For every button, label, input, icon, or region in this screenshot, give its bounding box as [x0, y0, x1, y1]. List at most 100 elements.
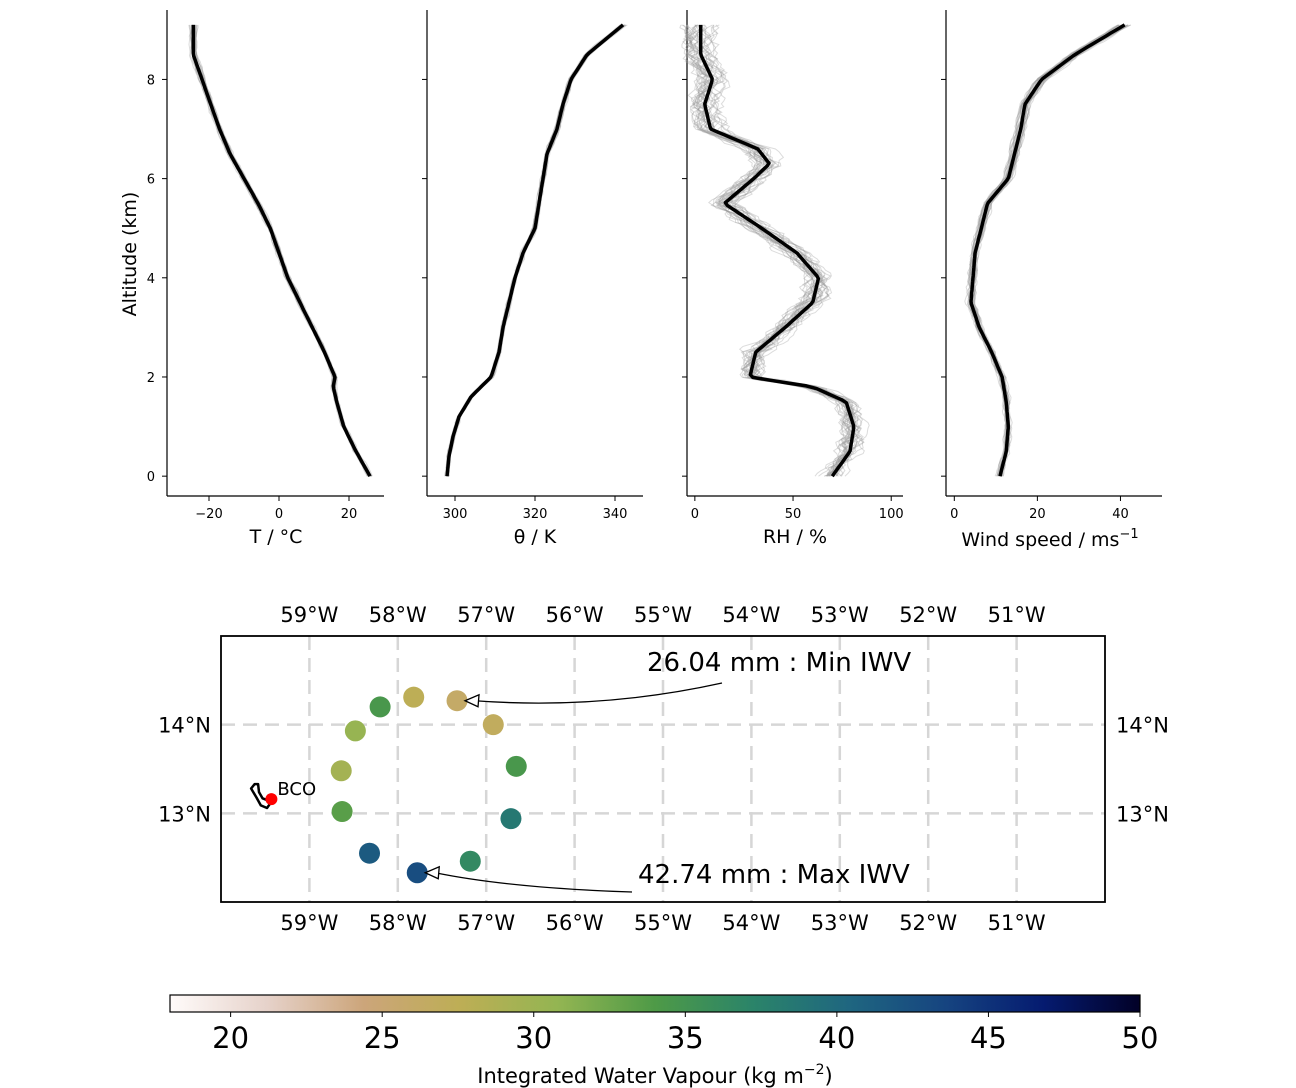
- ensemble-profile: [446, 24, 621, 477]
- ensemble-profile: [193, 24, 373, 477]
- lon-label-bottom: 53°W: [811, 911, 869, 935]
- ensemble-profile: [694, 24, 859, 477]
- ensemble-profile: [692, 24, 862, 477]
- panel-map: 59°W 59°W 58°W 58°W 57°W 57°W 56°W 56°W 55°W 55°W…: [158, 603, 1169, 935]
- colorbar-tick-label: 25: [364, 1021, 401, 1055]
- arrow-head: [423, 865, 440, 880]
- ensemble-profile: [447, 24, 628, 477]
- ensemble-profile: [446, 24, 624, 477]
- ensemble-profile: [445, 24, 625, 477]
- panel-wind-speed: Wind speed / ms−1 0 20 40: [941, 10, 1162, 551]
- annotation-arrow: [435, 872, 633, 893]
- iwv-point: [459, 850, 481, 872]
- ensemble-profile: [968, 24, 1120, 477]
- iwv-point: [482, 714, 504, 736]
- ensemble-profile: [681, 24, 854, 477]
- colorbar-tick-label: 30: [515, 1021, 552, 1055]
- lon-label-top: 54°W: [722, 603, 780, 627]
- iwv-point: [344, 720, 366, 742]
- ensemble-profile: [193, 24, 373, 477]
- x-tick-label: 0: [275, 507, 283, 522]
- ensemble-profile: [689, 24, 860, 477]
- ensemble-profile: [447, 24, 626, 477]
- lon-label-bottom: 54°W: [722, 911, 780, 935]
- ensemble-profile: [682, 24, 850, 477]
- map-frame: [220, 635, 1106, 903]
- lat-label-left: 14°N: [158, 714, 211, 738]
- x-tick-label: 0: [691, 507, 699, 522]
- ensemble-profile: [190, 24, 372, 477]
- x-tick-label: 320: [523, 507, 548, 522]
- ensemble-profile: [447, 24, 623, 477]
- ensemble-profile: [191, 24, 372, 477]
- lon-label-bottom: 59°W: [280, 911, 338, 935]
- ensemble-profile: [679, 24, 852, 477]
- ensemble-profile: [699, 24, 865, 477]
- ensemble-profile: [192, 24, 372, 477]
- ensemble-profile: [447, 24, 621, 477]
- lon-label-top: 53°W: [811, 603, 869, 627]
- x-tick-label: 300: [443, 507, 468, 522]
- mean-profile: [445, 23, 625, 477]
- lon-label-bottom: 51°W: [988, 911, 1046, 935]
- ensemble-profile: [192, 24, 372, 477]
- ensemble-profile: [973, 24, 1132, 477]
- annotation-text: 26.04 mm : Min IWV: [647, 648, 911, 678]
- ensemble-profile: [970, 24, 1126, 477]
- ensemble-profile: [969, 24, 1126, 477]
- ensemble-profile: [445, 24, 623, 477]
- y-tick-label: 0: [147, 470, 155, 485]
- y-tick-label: 8: [147, 73, 155, 88]
- ensemble-profile: [969, 24, 1128, 477]
- iwv-point: [330, 760, 352, 782]
- y-axis-label: Altitude (km): [119, 192, 141, 317]
- lat-label-left: 13°N: [158, 802, 211, 826]
- ensemble-profile: [193, 24, 373, 477]
- ensemble-profile: [970, 24, 1122, 477]
- ensemble-profile: [447, 24, 623, 477]
- ensemble-profile: [967, 24, 1126, 477]
- x-tick-label: 20: [341, 507, 358, 522]
- iwv-point: [369, 696, 391, 718]
- iwv-point: [500, 808, 522, 830]
- ensemble-profile: [445, 24, 626, 477]
- ensemble-profile: [971, 24, 1125, 477]
- ensemble-profile: [446, 24, 627, 477]
- colorbar-bar: [169, 994, 1141, 1013]
- ensemble-profile: [447, 24, 624, 477]
- ensemble-profile: [446, 24, 622, 477]
- x-axis-label: T / °C: [249, 526, 303, 548]
- ensemble-profile: [447, 24, 623, 477]
- ensemble-profile: [447, 24, 626, 477]
- y-tick-label: 4: [147, 272, 155, 287]
- ensemble-profile: [194, 24, 371, 477]
- annotation-text: 42.74 mm : Max IWV: [638, 860, 910, 890]
- ensemble-profile: [973, 24, 1128, 477]
- lon-label-top: 59°W: [280, 603, 338, 627]
- mean-profile: [969, 23, 1126, 477]
- ensemble-profile: [446, 24, 623, 477]
- lon-label-bottom: 55°W: [634, 911, 692, 935]
- lon-label-bottom: 56°W: [546, 911, 604, 935]
- ensemble-profile: [444, 24, 622, 477]
- iwv-point: [403, 686, 425, 708]
- lon-label-top: 58°W: [369, 603, 427, 627]
- ensemble-profile: [971, 24, 1130, 477]
- station-marker: [265, 793, 278, 806]
- colorbar-label: Integrated Water Vapour (kg m−2): [477, 1062, 832, 1088]
- ensemble-profile: [967, 24, 1120, 477]
- ensemble-profile: [446, 24, 624, 477]
- ensemble-profile: [692, 24, 858, 477]
- ensemble-profile: [193, 24, 370, 477]
- ensemble-profile: [971, 24, 1131, 477]
- x-tick-label: 100: [879, 507, 904, 522]
- ensemble-profile: [194, 24, 372, 477]
- ensemble-profile: [445, 24, 623, 477]
- ensemble-profile: [700, 24, 864, 477]
- arrow-head: [463, 693, 480, 708]
- lat-label-right: 13°N: [1116, 802, 1169, 826]
- ensemble-profile: [703, 24, 864, 477]
- ensemble-profile: [446, 24, 626, 477]
- ensemble-profile: [972, 24, 1126, 477]
- ensemble-profile: [194, 24, 372, 477]
